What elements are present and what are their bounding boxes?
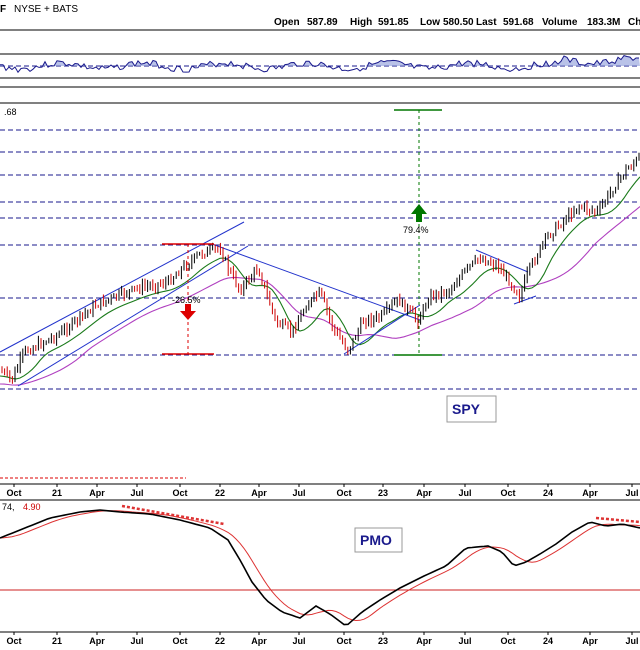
x-tick-label: Apr — [582, 636, 598, 646]
x-tick-label: Jul — [458, 636, 471, 646]
x-tick-label: Jul — [625, 636, 638, 646]
pmo-signal-line — [0, 510, 640, 622]
ma-short-line — [0, 176, 640, 380]
x-tick-label: 24 — [543, 636, 553, 646]
x-tick-label: Apr — [89, 636, 105, 646]
price-tag: .68 — [4, 107, 17, 117]
x-tick-label: Apr — [582, 488, 598, 498]
symbol-suffix: F — [0, 4, 6, 15]
decline-pct-label: -26.5% — [172, 295, 201, 305]
x-tick-label: Oct — [336, 488, 351, 498]
x-tick-label: Jul — [292, 488, 305, 498]
x-tick-label: 23 — [378, 636, 388, 646]
high-label: High — [350, 17, 372, 28]
last-label: Last — [476, 17, 497, 28]
rally-pct-label: 79.4% — [403, 225, 429, 235]
top-indicator-line — [0, 55, 639, 74]
rally-arrow-head — [411, 204, 427, 214]
pmo-box — [354, 527, 403, 553]
volume-value: 183.3M — [587, 17, 620, 28]
x-tick-label: Oct — [6, 636, 21, 646]
x-axis-top: Oct 21 Apr Jul Oct 22 Apr Jul Oct 23 Apr Jul Oct 24 Ap… — [6, 484, 639, 498]
flag-upper-line — [475, 249, 529, 273]
downtrend-line — [211, 243, 421, 321]
header-trailing: Ch — [628, 17, 640, 28]
candles-group — [1, 152, 640, 384]
x-tick-label: 22 — [215, 636, 225, 646]
open-label: Open — [274, 17, 300, 28]
pmo-divergence-line-1 — [121, 504, 225, 526]
x-axis-bottom: Oct 21 Apr Jul Oct 22 Apr Jul Oct 23 Apr Jul Oct 24 Ap… — [6, 632, 639, 646]
ma-long-line — [0, 206, 640, 386]
x-tick-label: 21 — [52, 488, 62, 498]
x-tick-label: Oct — [500, 488, 515, 498]
x-tick-label: 24 — [543, 488, 553, 498]
x-tick-label: Oct — [172, 636, 187, 646]
x-tick-label: Jul — [458, 488, 471, 498]
pmo-values-prefix: 74, — [2, 502, 15, 512]
channel-lower-line — [17, 245, 249, 387]
pmo-value: 4.90 — [23, 502, 41, 512]
high-value: 591.85 — [378, 17, 409, 28]
x-tick-label: 21 — [52, 636, 62, 646]
horizontal-levels — [0, 129, 640, 390]
x-tick-label: Apr — [251, 636, 267, 646]
x-tick-label: Oct — [172, 488, 187, 498]
x-tick-label: Oct — [336, 636, 351, 646]
low-value: 580.50 — [443, 17, 474, 28]
x-tick-label: Oct — [6, 488, 21, 498]
flag-lower-line — [513, 295, 537, 305]
x-tick-label: Apr — [89, 488, 105, 498]
ticker-box-label: SPY — [452, 401, 481, 417]
pmo-divergence-line-2 — [595, 516, 640, 524]
x-tick-label: Jul — [130, 488, 143, 498]
rally-arrow-shaft — [416, 214, 422, 222]
ticker-box — [446, 395, 497, 423]
pmo-line — [0, 509, 640, 626]
low-label: Low — [420, 17, 440, 28]
x-tick-label: Jul — [625, 488, 638, 498]
volume-label: Volume — [542, 17, 578, 28]
x-tick-label: Apr — [416, 488, 432, 498]
x-tick-label: Jul — [292, 636, 305, 646]
open-value: 587.89 — [307, 17, 338, 28]
x-tick-label: Apr — [416, 636, 432, 646]
exchange-label: NYSE + BATS — [14, 4, 78, 15]
pmo-box-label: PMO — [360, 532, 392, 548]
decline-arrow-shaft — [185, 304, 191, 312]
x-tick-label: Apr — [251, 488, 267, 498]
decline-arrow-head — [180, 311, 196, 320]
x-tick-label: Jul — [130, 636, 143, 646]
last-value: 591.68 — [503, 17, 534, 28]
x-tick-label: 22 — [215, 488, 225, 498]
x-tick-label: 23 — [378, 488, 388, 498]
x-tick-label: Oct — [500, 636, 515, 646]
